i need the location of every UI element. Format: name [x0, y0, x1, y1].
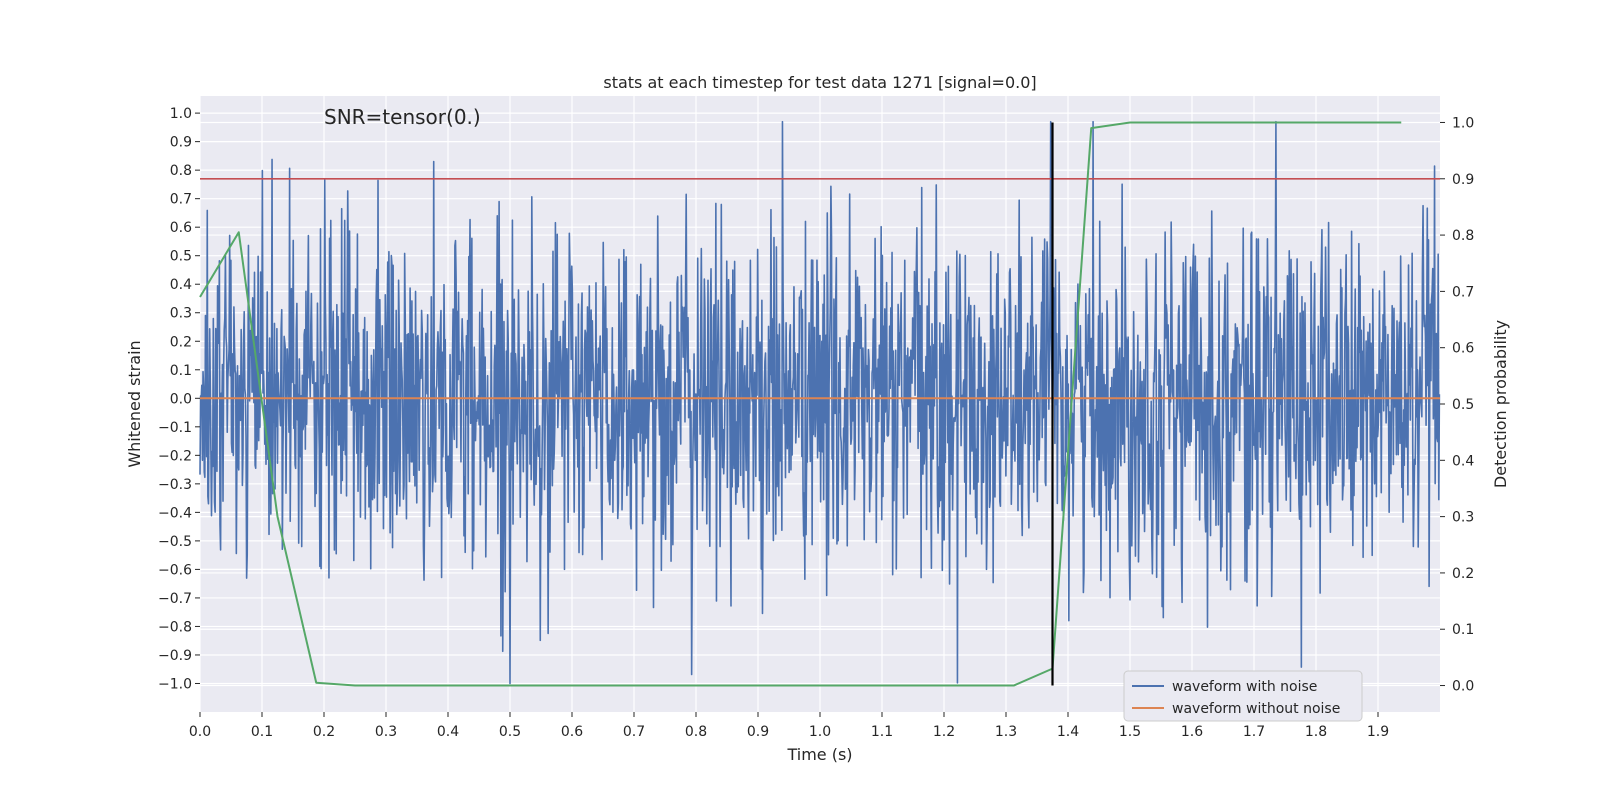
y-tick-label: −0.2	[158, 448, 192, 464]
x-tick-label: 1.9	[1367, 724, 1389, 740]
x-tick-label: 1.2	[933, 724, 955, 740]
y2-tick-label: 0.8	[1452, 228, 1474, 244]
y-tick-label: −0.1	[158, 420, 192, 436]
y2-tick-label: 0.0	[1452, 679, 1474, 695]
y-axis-label: Whitened strain	[125, 340, 144, 467]
x-tick-label: 0.0	[189, 724, 211, 740]
x-tick-label: 0.8	[685, 724, 707, 740]
y2-tick-label: 0.2	[1452, 566, 1474, 582]
legend-box	[1123, 670, 1363, 722]
y-tick-label: 0.8	[170, 163, 192, 179]
y-tick-label: 0.2	[170, 334, 192, 350]
y-tick-label: −1.0	[158, 676, 192, 692]
y-tick-label: 1.0	[170, 106, 192, 122]
y-tick-label: 0.3	[170, 306, 192, 322]
legend-label-waveform-without-noise: waveform without noise	[1172, 701, 1340, 717]
x-tick-label: 0.9	[747, 724, 769, 740]
series-line-detection-probability	[199, 121, 1402, 687]
y2-tick-label: 0.1	[1452, 622, 1474, 638]
y-tick-label: 0.4	[170, 277, 192, 293]
y2-tick-label: 0.4	[1452, 453, 1474, 469]
x-tick-label: 1.5	[1119, 724, 1141, 740]
chart-title: stats at each timestep for test data 127…	[603, 73, 1036, 92]
legend: waveform with noise waveform without noi…	[1123, 670, 1363, 722]
y2-tick-label: 0.5	[1452, 397, 1474, 413]
x-axis-ticks: 0.0 0.1 0.2 0.3 0.4 0.5 0.6 0.7 0.8 0.9 1.0 1.1 1.2 1…	[189, 712, 1389, 740]
x-tick-label: 1.0	[809, 724, 831, 740]
y-tick-label: −0.7	[158, 591, 192, 607]
y2-axis-label: Detection probability	[1491, 320, 1510, 488]
x-tick-label: 0.5	[499, 724, 521, 740]
x-tick-label: 1.1	[871, 724, 893, 740]
y-tick-label: 0.0	[170, 391, 192, 407]
y-tick-label: 0.9	[170, 135, 192, 151]
x-tick-label: 0.7	[623, 724, 645, 740]
y2-tick-label: 0.9	[1452, 172, 1474, 188]
legend-label-waveform-with-noise: waveform with noise	[1172, 679, 1317, 695]
series-line-waveform-with-noise	[199, 120, 1441, 685]
x-tick-label: 0.3	[375, 724, 397, 740]
x-tick-label: 0.1	[251, 724, 273, 740]
y-tick-label: 0.5	[170, 249, 192, 265]
x-tick-label: 0.2	[313, 724, 335, 740]
y-tick-label: −0.5	[158, 534, 192, 550]
y-tick-label: −0.8	[158, 619, 192, 635]
x-tick-label: 1.7	[1243, 724, 1265, 740]
x-axis-label: Time (s)	[786, 745, 852, 764]
y-tick-label: 0.6	[170, 220, 192, 236]
y-tick-label: −0.9	[158, 648, 192, 664]
y2-tick-label: 1.0	[1452, 115, 1474, 131]
y-tick-label: −0.4	[158, 505, 192, 521]
y2-tick-label: 0.6	[1452, 341, 1474, 357]
x-tick-label: 1.4	[1057, 724, 1079, 740]
x-tick-label: 0.4	[437, 724, 459, 740]
y2-tick-label: 0.3	[1452, 510, 1474, 526]
y-axis-ticks: 1.0 0.9 0.8 0.7 0.6 0.5 0.4 0.3 0.2 0.1 0.0 −0.1 −0.…	[158, 106, 200, 692]
x-tick-label: 0.6	[561, 724, 583, 740]
y2-tick-label: 0.7	[1452, 284, 1474, 300]
snr-annotation: SNR=tensor(0.)	[324, 105, 481, 129]
y-tick-label: −0.6	[158, 562, 192, 578]
y-tick-label: −0.3	[158, 477, 192, 493]
x-tick-label: 1.8	[1305, 724, 1327, 740]
x-tick-label: 1.6	[1181, 724, 1203, 740]
y2-axis-ticks: 1.0 0.9 0.8 0.7 0.6 0.5 0.4 0.3 0.2 0.1 0.0	[1440, 115, 1474, 695]
x-tick-label: 1.3	[995, 724, 1017, 740]
y-tick-label: 0.1	[170, 363, 192, 379]
y-tick-label: 0.7	[170, 192, 192, 208]
